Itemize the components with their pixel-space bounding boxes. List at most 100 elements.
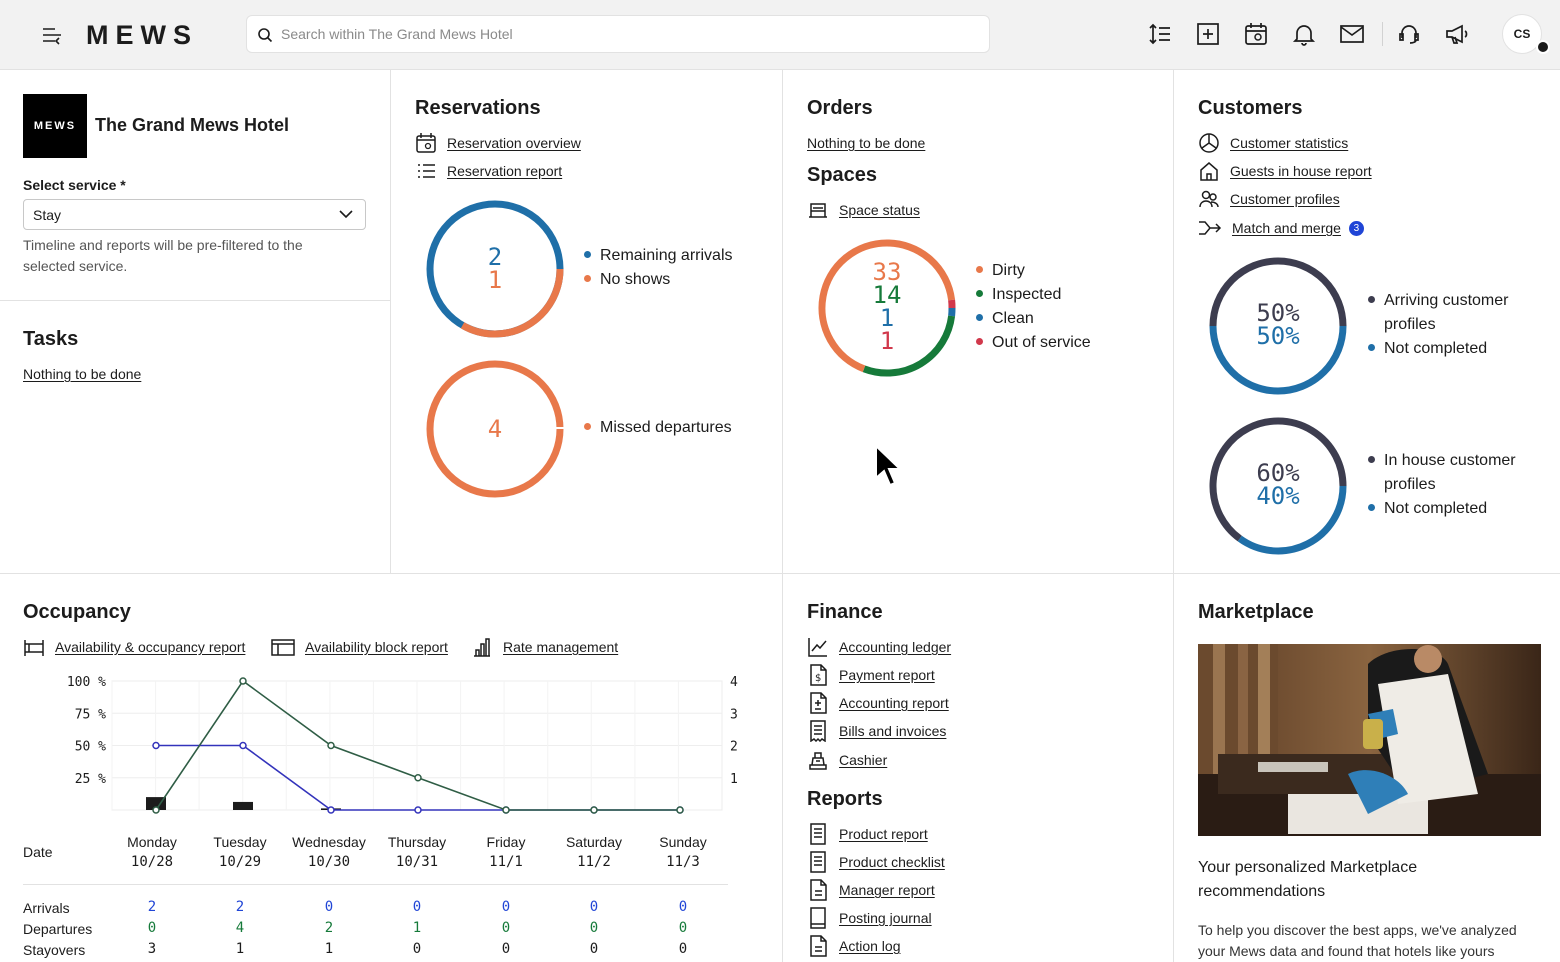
calendar-icon[interactable]: [1243, 21, 1269, 47]
day-date: 10/28: [130, 854, 174, 870]
mews-logo[interactable]: MEWS: [86, 20, 198, 50]
merge-icon: [1199, 221, 1222, 235]
availability-block-link[interactable]: Availability block report: [305, 639, 448, 655]
dirty-value: 33: [872, 258, 902, 286]
bell-icon[interactable]: [1291, 21, 1317, 47]
series-point: [152, 741, 160, 750]
departures-value: 0: [501, 920, 511, 936]
space-status-row[interactable]: Space status: [807, 199, 920, 221]
occupancy-title: Occupancy: [23, 601, 131, 623]
arrivals-donut: [426, 200, 564, 338]
availability-occupancy-row[interactable]: Availability & occupancy report: [23, 636, 245, 658]
donut-segment-in-house-not-completed: [1237, 485, 1347, 555]
status-dot: [1536, 40, 1550, 54]
toolbar-divider: [1382, 22, 1383, 46]
accounting-ledger-row[interactable]: Accounting ledger: [807, 636, 951, 658]
reservation-overview-link[interactable]: Reservation overview: [447, 135, 581, 151]
action-log-link[interactable]: Action log: [839, 938, 901, 954]
accounting-ledger-link[interactable]: Accounting ledger: [839, 639, 952, 655]
user-avatar[interactable]: CS: [1502, 14, 1542, 54]
add-icon[interactable]: [1195, 21, 1221, 47]
payment-report-link[interactable]: Payment report: [839, 667, 935, 683]
manager-report-row[interactable]: Manager report: [807, 879, 935, 901]
series-point: [676, 806, 684, 814]
day-date: 10/30: [307, 854, 351, 870]
departures-value: 4: [235, 920, 245, 936]
customer-profiles-row[interactable]: Customer profiles: [1198, 188, 1340, 210]
in-house-legend: In house customer profiles Not completed: [1368, 449, 1548, 521]
y-tick-right: 4: [730, 675, 738, 690]
marketplace-image[interactable]: [1198, 644, 1541, 836]
departures-label: Departures: [23, 921, 93, 937]
legend-in-house-not-completed: Not completed: [1384, 500, 1488, 517]
divider: [390, 70, 391, 573]
rate-management-row[interactable]: Rate management: [471, 636, 618, 658]
departures-legend: Missed departures: [584, 416, 732, 440]
report-doc-icon: [810, 823, 826, 845]
rate-management-link[interactable]: Rate management: [503, 639, 619, 655]
match-merge-link[interactable]: Match and merge: [1232, 220, 1341, 236]
search-input[interactable]: [281, 16, 981, 52]
calc-doc-icon: [810, 692, 827, 714]
megaphone-icon[interactable]: [1444, 21, 1470, 47]
customer-profiles-link[interactable]: Customer profiles: [1230, 191, 1340, 207]
product-report-row[interactable]: Product report: [807, 823, 928, 845]
reservation-overview-row[interactable]: Reservation overview: [415, 132, 581, 154]
housekeeping-photo: [1198, 644, 1541, 836]
day-header: Saturday 11/2: [544, 832, 644, 872]
space-status-link[interactable]: Space status: [839, 202, 920, 218]
tasks-empty-link[interactable]: Nothing to be done: [23, 366, 142, 382]
bar-chart-icon: [474, 638, 490, 657]
series-point: [327, 741, 335, 750]
service-select[interactable]: Stay: [23, 199, 366, 230]
sort-lines-icon[interactable]: [1147, 21, 1173, 47]
product-checklist-row[interactable]: Product checklist: [807, 851, 945, 873]
accounting-report-row[interactable]: Accounting report: [807, 692, 949, 714]
stayovers-value: 0: [501, 941, 511, 957]
series-point: [414, 806, 422, 814]
donut-segment-in-house: [1209, 417, 1347, 542]
payment-report-row[interactable]: $ Payment report: [807, 664, 935, 686]
marketplace-title: Marketplace: [1198, 601, 1314, 623]
tasks-empty[interactable]: Nothing to be done: [23, 363, 141, 385]
y-tick-left: 75 %: [75, 707, 106, 722]
legend-in-house-profiles: In house customer profiles: [1384, 452, 1516, 493]
day-name: Tuesday: [213, 834, 267, 850]
product-checklist-link[interactable]: Product checklist: [839, 854, 945, 870]
day-header: Friday 11/1: [456, 832, 556, 872]
cashier-link[interactable]: Cashier: [839, 752, 888, 768]
posting-journal-row[interactable]: Posting journal: [807, 907, 932, 929]
departures-value: 1: [412, 920, 422, 936]
day-date: 10/31: [395, 854, 439, 870]
no-shows-value: 1: [487, 266, 503, 294]
customer-statistics-link[interactable]: Customer statistics: [1230, 135, 1349, 151]
orders-empty-link[interactable]: Nothing to be done: [807, 135, 926, 151]
product-report-link[interactable]: Product report: [839, 826, 928, 842]
posting-journal-link[interactable]: Posting journal: [839, 910, 932, 926]
reservation-report-link[interactable]: Reservation report: [447, 163, 563, 179]
menu-icon[interactable]: [40, 23, 64, 47]
match-merge-row[interactable]: Match and merge 3: [1198, 217, 1364, 239]
reservation-report-row[interactable]: Reservation report: [415, 160, 562, 182]
customer-statistics-row[interactable]: Customer statistics: [1198, 132, 1348, 154]
bills-invoices-link[interactable]: Bills and invoices: [839, 723, 947, 739]
mail-icon[interactable]: [1339, 21, 1365, 47]
accounting-report-link[interactable]: Accounting report: [839, 695, 949, 711]
manager-report-link[interactable]: Manager report: [839, 882, 935, 898]
guests-in-house-link[interactable]: Guests in house report: [1230, 163, 1372, 179]
stayovers-value: 0: [589, 941, 599, 957]
availability-occupancy-link[interactable]: Availability & occupancy report: [55, 639, 246, 655]
day-header: Sunday 11/3: [633, 832, 733, 872]
cashier-row[interactable]: Cashier: [807, 749, 887, 771]
orders-empty[interactable]: Nothing to be done: [807, 132, 925, 154]
bills-invoices-row[interactable]: Bills and invoices: [807, 720, 946, 742]
availability-block-row[interactable]: Availability block report: [271, 636, 448, 658]
divider: [0, 573, 1560, 574]
top-bar: MEWS CS: [0, 0, 1560, 70]
arriving-donut-values: 50% 50%: [1240, 301, 1316, 348]
guests-in-house-row[interactable]: Guests in house report: [1198, 160, 1372, 182]
arriving-profiles-donut: [1209, 257, 1347, 395]
search-bar[interactable]: [246, 15, 990, 53]
action-log-row[interactable]: Action log: [807, 935, 900, 957]
help-icon[interactable]: [1396, 21, 1422, 47]
